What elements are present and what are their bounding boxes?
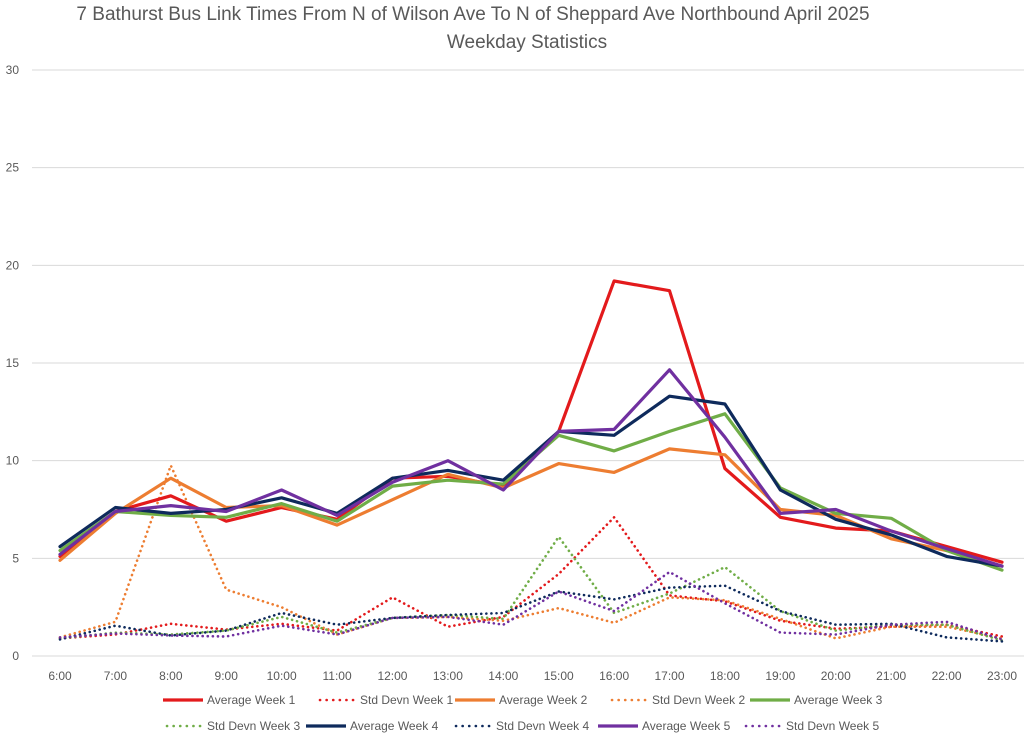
x-tick-label: 11:00 xyxy=(322,669,351,683)
legend-label: Average Week 4 xyxy=(350,719,439,733)
chart-title: 7 Bathurst Bus Link Times From N of Wils… xyxy=(76,4,869,25)
x-axis-ticks: 6:00 7:00 8:00 9:00 10:00 11:00 12:00 13:00 14:0… xyxy=(48,669,1017,683)
x-tick-label: 22:00 xyxy=(932,669,962,683)
legend-item: Average Week 1 xyxy=(163,693,296,707)
series-std-devn-week-2 xyxy=(58,464,1004,640)
legend-item: Std Devn Week 2 xyxy=(610,693,745,707)
x-tick-label: 10:00 xyxy=(267,669,297,683)
legend-item: Std Devn Week 5 xyxy=(744,719,879,733)
legend-item: Std Devn Week 1 xyxy=(318,693,453,707)
x-tick-label: 12:00 xyxy=(377,669,407,683)
legend-label: Average Week 1 xyxy=(207,693,296,707)
x-tick-label: 23:00 xyxy=(987,669,1017,683)
x-tick-label: 13:00 xyxy=(433,669,463,683)
y-tick-label: 5 xyxy=(12,551,19,565)
x-tick-label: 15:00 xyxy=(544,669,574,683)
y-tick-label: 20 xyxy=(6,258,20,272)
x-tick-label: 16:00 xyxy=(599,669,629,683)
series-average-week-5 xyxy=(58,368,1004,568)
legend-label: Std Devn Week 3 xyxy=(207,719,300,733)
x-tick-label: 9:00 xyxy=(215,669,239,683)
series-average-week-4 xyxy=(58,394,1004,568)
legend-item: Average Week 3 xyxy=(750,693,883,707)
legend-label: Average Week 5 xyxy=(642,719,731,733)
x-tick-label: 20:00 xyxy=(821,669,851,683)
y-tick-label: 15 xyxy=(6,356,20,370)
chart-subtitle: Weekday Statistics xyxy=(447,32,607,53)
x-tick-label: 17:00 xyxy=(655,669,685,683)
legend-item: Average Week 5 xyxy=(598,719,731,733)
legend-label: Std Devn Week 5 xyxy=(786,719,879,733)
series-std-devn-week-5 xyxy=(58,570,1004,641)
y-axis-ticks: 0 5 10 15 20 25 30 xyxy=(6,63,20,663)
y-tick-label: 30 xyxy=(6,63,20,77)
y-tick-label: 0 xyxy=(12,649,19,663)
x-tick-label: 21:00 xyxy=(876,669,906,683)
series-lines xyxy=(58,279,1004,643)
x-tick-label: 19:00 xyxy=(765,669,795,683)
legend-item: Average Week 4 xyxy=(306,719,439,733)
x-tick-label: 18:00 xyxy=(710,669,740,683)
y-tick-label: 25 xyxy=(6,161,20,175)
x-tick-label: 14:00 xyxy=(488,669,518,683)
x-tick-label: 8:00 xyxy=(159,669,183,683)
legend-label: Std Devn Week 4 xyxy=(496,719,589,733)
legend-label: Std Devn Week 2 xyxy=(652,693,745,707)
x-tick-label: 7:00 xyxy=(104,669,128,683)
legend-label: Average Week 2 xyxy=(499,693,588,707)
series-std-devn-week-3 xyxy=(58,535,1004,642)
legend-item: Average Week 2 xyxy=(455,693,588,707)
gridlines xyxy=(32,69,1024,657)
series-average-week-2 xyxy=(58,447,1004,568)
x-tick-label: 6:00 xyxy=(48,669,72,683)
legend-label: Std Devn Week 1 xyxy=(360,693,453,707)
series-std-devn-week-4 xyxy=(58,584,1004,643)
legend-item: Std Devn Week 3 xyxy=(165,719,300,733)
legend-item: Std Devn Week 4 xyxy=(454,719,589,733)
series-average-week-3 xyxy=(58,412,1004,572)
legend-label: Average Week 3 xyxy=(794,693,883,707)
series-std-devn-week-1 xyxy=(58,515,1004,640)
y-tick-label: 10 xyxy=(6,454,20,468)
legend: Average Week 1 Std Devn Week 1 Average Wee… xyxy=(163,693,883,733)
